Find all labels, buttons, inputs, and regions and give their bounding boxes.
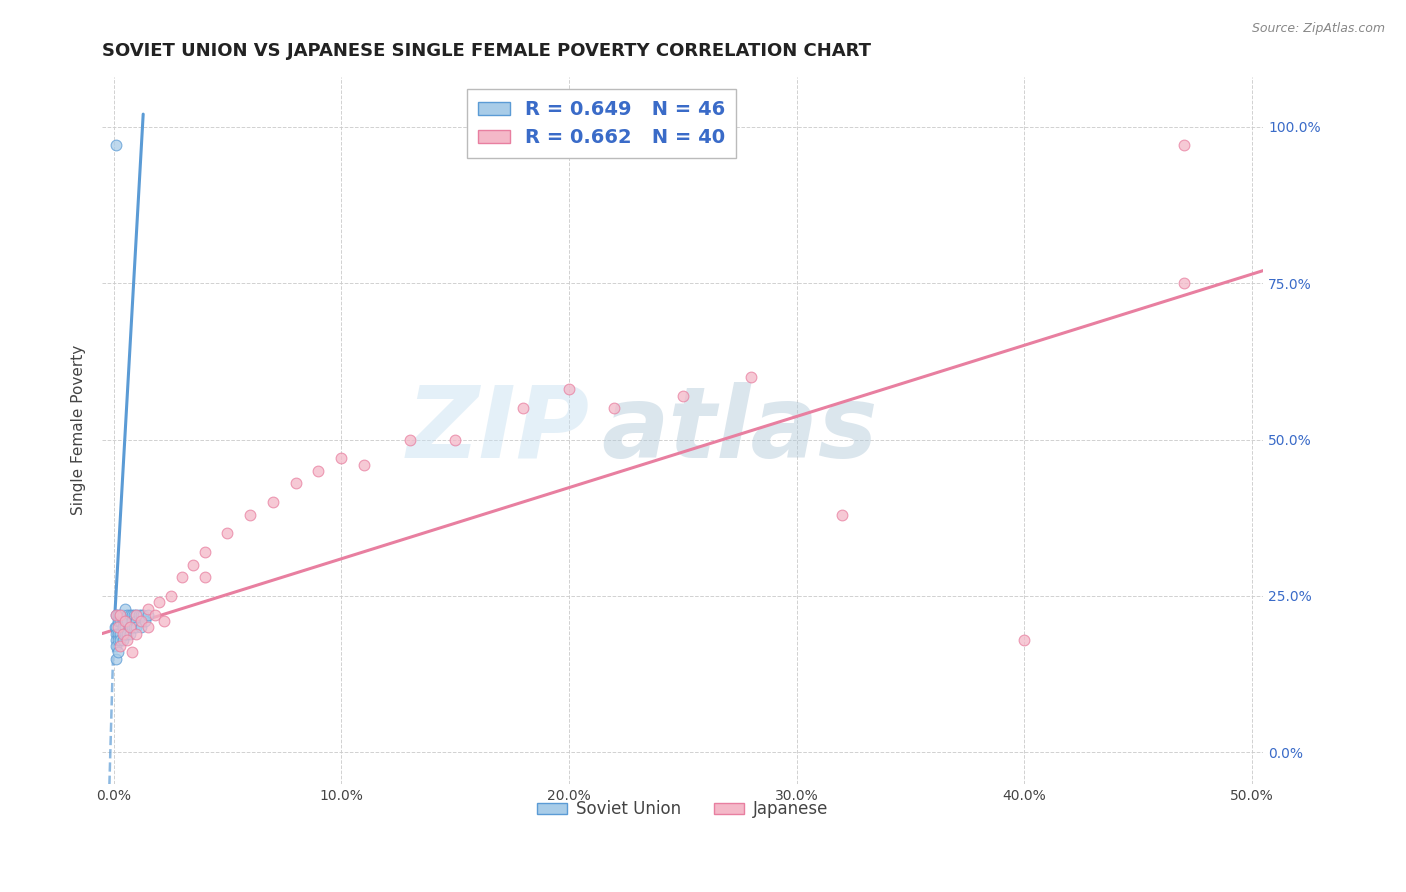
Point bbox=[398, 433, 420, 447]
Point bbox=[121, 620, 143, 634]
Point bbox=[114, 601, 136, 615]
Point bbox=[117, 607, 139, 622]
Point bbox=[353, 458, 375, 472]
Point bbox=[107, 607, 129, 622]
Point bbox=[239, 508, 262, 522]
Point bbox=[672, 389, 695, 403]
Point bbox=[118, 620, 141, 634]
Point bbox=[740, 370, 762, 384]
Point bbox=[104, 651, 127, 665]
Point bbox=[104, 626, 127, 640]
Point bbox=[136, 620, 159, 634]
Point bbox=[170, 570, 193, 584]
Point bbox=[104, 607, 127, 622]
Point bbox=[148, 595, 170, 609]
Point bbox=[152, 614, 174, 628]
Point bbox=[117, 614, 139, 628]
Point bbox=[104, 620, 127, 634]
Point bbox=[114, 614, 136, 628]
Point bbox=[125, 607, 148, 622]
Y-axis label: Single Female Poverty: Single Female Poverty bbox=[72, 345, 86, 516]
Point bbox=[118, 607, 141, 622]
Point bbox=[111, 607, 134, 622]
Point bbox=[558, 383, 581, 397]
Point bbox=[121, 607, 143, 622]
Point bbox=[1012, 632, 1035, 647]
Point bbox=[129, 614, 152, 628]
Point bbox=[111, 614, 134, 628]
Point bbox=[512, 401, 534, 416]
Point bbox=[114, 614, 136, 628]
Point bbox=[125, 607, 148, 622]
Point bbox=[159, 589, 181, 603]
Point bbox=[1173, 276, 1195, 290]
Point bbox=[111, 626, 134, 640]
Point bbox=[136, 607, 159, 622]
Point bbox=[110, 639, 132, 653]
Point bbox=[110, 632, 132, 647]
Point bbox=[121, 614, 143, 628]
Point bbox=[107, 645, 129, 659]
Point bbox=[125, 626, 148, 640]
Point bbox=[111, 632, 134, 647]
Point bbox=[114, 620, 136, 634]
Point bbox=[104, 607, 127, 622]
Point bbox=[136, 601, 159, 615]
Point bbox=[104, 620, 127, 634]
Point bbox=[104, 639, 127, 653]
Point bbox=[118, 620, 141, 634]
Point bbox=[114, 626, 136, 640]
Point bbox=[132, 607, 155, 622]
Point bbox=[122, 620, 145, 634]
Point bbox=[110, 626, 132, 640]
Point bbox=[128, 607, 150, 622]
Text: Source: ZipAtlas.com: Source: ZipAtlas.com bbox=[1251, 22, 1385, 36]
Point bbox=[117, 626, 139, 640]
Point bbox=[194, 545, 217, 559]
Point bbox=[129, 607, 152, 622]
Point bbox=[110, 607, 132, 622]
Point bbox=[121, 645, 143, 659]
Point bbox=[831, 508, 853, 522]
Point bbox=[122, 607, 145, 622]
Point bbox=[603, 401, 626, 416]
Point bbox=[107, 614, 129, 628]
Point bbox=[110, 607, 132, 622]
Text: SOVIET UNION VS JAPANESE SINGLE FEMALE POVERTY CORRELATION CHART: SOVIET UNION VS JAPANESE SINGLE FEMALE P… bbox=[103, 42, 872, 60]
Point bbox=[125, 620, 148, 634]
Point bbox=[104, 632, 127, 647]
Point bbox=[107, 620, 129, 634]
Point bbox=[125, 614, 148, 628]
Text: ZIP: ZIP bbox=[406, 382, 591, 479]
Point bbox=[129, 620, 152, 634]
Point bbox=[284, 476, 307, 491]
Point bbox=[308, 464, 330, 478]
Point bbox=[110, 614, 132, 628]
Point bbox=[104, 138, 127, 153]
Point bbox=[444, 433, 467, 447]
Point bbox=[107, 632, 129, 647]
Point bbox=[118, 626, 141, 640]
Legend: Soviet Union, Japanese: Soviet Union, Japanese bbox=[531, 794, 835, 825]
Point bbox=[143, 607, 166, 622]
Point bbox=[217, 526, 239, 541]
Point bbox=[194, 570, 217, 584]
Point bbox=[330, 451, 353, 466]
Point bbox=[134, 614, 156, 628]
Point bbox=[262, 495, 284, 509]
Point bbox=[181, 558, 204, 572]
Point bbox=[117, 632, 139, 647]
Text: atlas: atlas bbox=[602, 382, 877, 479]
Point bbox=[1173, 138, 1195, 153]
Point bbox=[107, 626, 129, 640]
Point bbox=[111, 620, 134, 634]
